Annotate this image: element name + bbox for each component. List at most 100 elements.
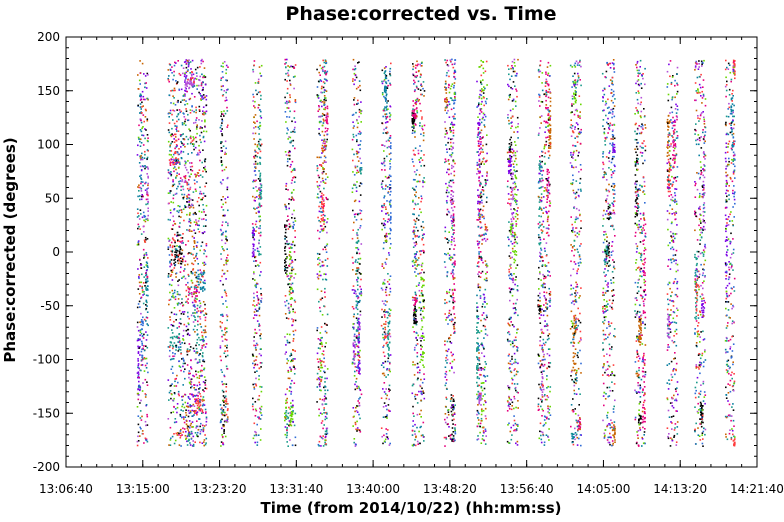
data-point bbox=[420, 200, 422, 203]
data-point bbox=[144, 75, 147, 77]
data-point bbox=[178, 432, 180, 435]
data-point bbox=[200, 211, 203, 213]
data-point bbox=[447, 86, 450, 89]
data-point bbox=[137, 268, 139, 270]
data-point bbox=[419, 309, 422, 312]
data-point bbox=[223, 430, 225, 433]
data-point bbox=[190, 198, 192, 201]
data-point bbox=[227, 88, 229, 91]
data-point bbox=[294, 100, 297, 102]
data-point bbox=[419, 369, 421, 371]
data-point bbox=[454, 429, 456, 432]
data-point bbox=[220, 147, 223, 149]
data-point bbox=[221, 412, 223, 414]
data-point bbox=[140, 169, 143, 172]
data-point bbox=[194, 260, 196, 262]
data-point bbox=[318, 440, 321, 443]
data-point bbox=[178, 234, 180, 236]
data-point bbox=[182, 329, 185, 332]
data-point bbox=[180, 140, 182, 143]
data-point bbox=[384, 175, 387, 178]
data-point bbox=[423, 124, 426, 127]
data-point bbox=[136, 372, 139, 374]
data-point bbox=[382, 372, 385, 375]
data-point bbox=[171, 332, 174, 334]
data-point bbox=[388, 200, 391, 203]
data-point bbox=[174, 241, 176, 244]
data-point bbox=[188, 334, 191, 336]
data-point bbox=[385, 415, 388, 418]
data-point bbox=[356, 302, 359, 305]
data-point bbox=[414, 75, 416, 78]
data-point bbox=[136, 321, 139, 324]
data-point bbox=[146, 264, 149, 267]
data-point bbox=[260, 405, 263, 408]
data-point bbox=[414, 202, 416, 205]
data-point bbox=[290, 360, 292, 363]
data-point bbox=[143, 293, 145, 295]
data-point bbox=[325, 73, 327, 76]
data-point bbox=[173, 74, 175, 77]
data-point bbox=[316, 352, 319, 355]
data-point bbox=[352, 78, 354, 80]
data-point bbox=[200, 408, 202, 410]
data-point bbox=[294, 220, 297, 222]
data-point bbox=[176, 231, 179, 234]
data-point bbox=[254, 401, 257, 403]
data-point bbox=[140, 130, 143, 133]
data-point bbox=[202, 88, 204, 91]
data-point bbox=[291, 266, 294, 269]
data-point bbox=[447, 423, 449, 425]
data-point bbox=[188, 412, 191, 414]
data-point bbox=[382, 218, 385, 220]
data-point bbox=[383, 72, 386, 74]
data-point bbox=[174, 125, 176, 127]
data-point bbox=[324, 140, 327, 143]
data-point bbox=[259, 172, 262, 175]
data-point bbox=[389, 84, 392, 86]
data-point bbox=[174, 295, 177, 298]
data-point bbox=[192, 139, 195, 141]
data-point bbox=[184, 362, 186, 365]
data-point bbox=[169, 439, 172, 441]
data-point bbox=[448, 148, 451, 150]
data-point bbox=[389, 105, 391, 107]
data-point bbox=[139, 321, 141, 323]
data-point bbox=[176, 374, 178, 377]
data-point bbox=[323, 146, 325, 148]
data-point bbox=[352, 127, 355, 129]
data-point bbox=[254, 143, 256, 146]
data-point bbox=[416, 180, 418, 183]
data-point bbox=[190, 77, 192, 79]
data-point bbox=[415, 103, 417, 106]
data-point bbox=[146, 305, 148, 307]
data-point bbox=[320, 87, 323, 90]
data-point bbox=[137, 227, 139, 230]
data-point bbox=[180, 241, 182, 243]
data-point bbox=[137, 371, 140, 373]
data-point bbox=[198, 105, 201, 108]
data-point bbox=[194, 121, 197, 124]
data-point bbox=[448, 257, 451, 259]
data-point bbox=[188, 213, 191, 216]
data-point bbox=[415, 268, 418, 270]
data-point bbox=[320, 101, 323, 103]
data-point bbox=[452, 299, 455, 301]
data-point bbox=[355, 190, 358, 192]
data-point bbox=[168, 94, 171, 96]
data-point bbox=[448, 211, 451, 214]
data-point bbox=[260, 300, 262, 302]
data-point bbox=[140, 213, 142, 215]
data-point bbox=[353, 221, 355, 224]
data-point bbox=[446, 292, 448, 295]
data-point bbox=[453, 117, 455, 120]
data-point bbox=[357, 339, 360, 342]
data-point bbox=[284, 63, 286, 65]
data-point bbox=[170, 262, 172, 265]
data-point bbox=[221, 120, 224, 122]
data-point bbox=[188, 220, 190, 223]
data-point bbox=[195, 292, 197, 294]
data-point bbox=[178, 434, 180, 436]
data-point bbox=[421, 326, 424, 328]
data-point bbox=[317, 347, 320, 349]
